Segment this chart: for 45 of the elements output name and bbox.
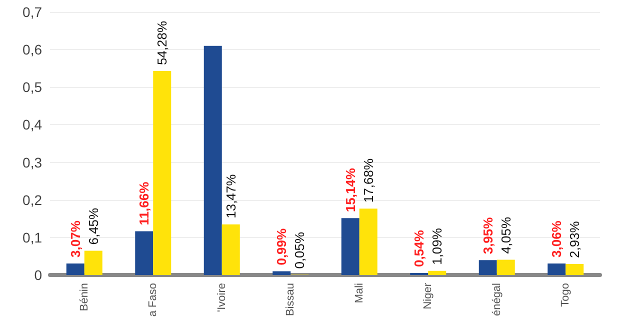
bar — [359, 208, 378, 275]
y-tick-label: 0 — [34, 267, 42, 283]
data-label: 4,05% — [498, 216, 514, 254]
bar — [341, 218, 360, 275]
data-label: 2,93% — [567, 220, 582, 258]
bar — [135, 231, 154, 275]
bar — [153, 71, 172, 275]
y-tick-label: 0,6 — [22, 42, 42, 58]
bar — [478, 260, 497, 275]
y-tick-label: 0,4 — [22, 116, 42, 133]
bar — [204, 46, 222, 275]
data-label: 1,09% — [430, 228, 445, 265]
data-label: 11,66% — [136, 181, 152, 226]
bar — [84, 250, 102, 275]
bar — [566, 264, 584, 275]
bar — [66, 263, 84, 275]
bar — [428, 270, 446, 275]
x-tick-label: énégal — [490, 283, 503, 316]
data-label: 6,45% — [86, 207, 101, 245]
data-label: 54,28% — [154, 20, 170, 66]
data-label: 17,68% — [360, 158, 376, 203]
x-tick-label: Bénin — [78, 283, 90, 312]
data-label: 3,95% — [480, 216, 496, 254]
data-label: 3,06% — [549, 220, 564, 258]
bar — [272, 271, 291, 275]
x-tick-label: Niger — [422, 282, 434, 310]
data-label: 0,54% — [412, 230, 427, 267]
x-tick-label: Togo — [560, 283, 572, 307]
x-tick-label: a Faso — [147, 283, 160, 317]
y-tick-label: 0,1 — [22, 229, 42, 246]
bar — [548, 264, 566, 275]
bar — [496, 260, 515, 275]
bar — [222, 224, 240, 275]
data-label: 15,14% — [342, 168, 358, 212]
data-label: 3,07% — [68, 220, 83, 258]
x-tick-label: 'Ivoire — [216, 283, 228, 312]
y-tick-label: 0,5 — [22, 79, 42, 96]
y-tick-label: 0,2 — [22, 192, 42, 208]
x-tick-label: Mali — [353, 283, 366, 304]
data-label: 13,47% — [223, 174, 238, 218]
y-tick-label: 0,3 — [22, 154, 42, 170]
y-tick-label: 0,7 — [22, 4, 42, 20]
x-tick-label: Bissau — [284, 283, 297, 316]
data-label: 0,99% — [274, 228, 290, 266]
data-label: 0,05% — [292, 232, 308, 269]
